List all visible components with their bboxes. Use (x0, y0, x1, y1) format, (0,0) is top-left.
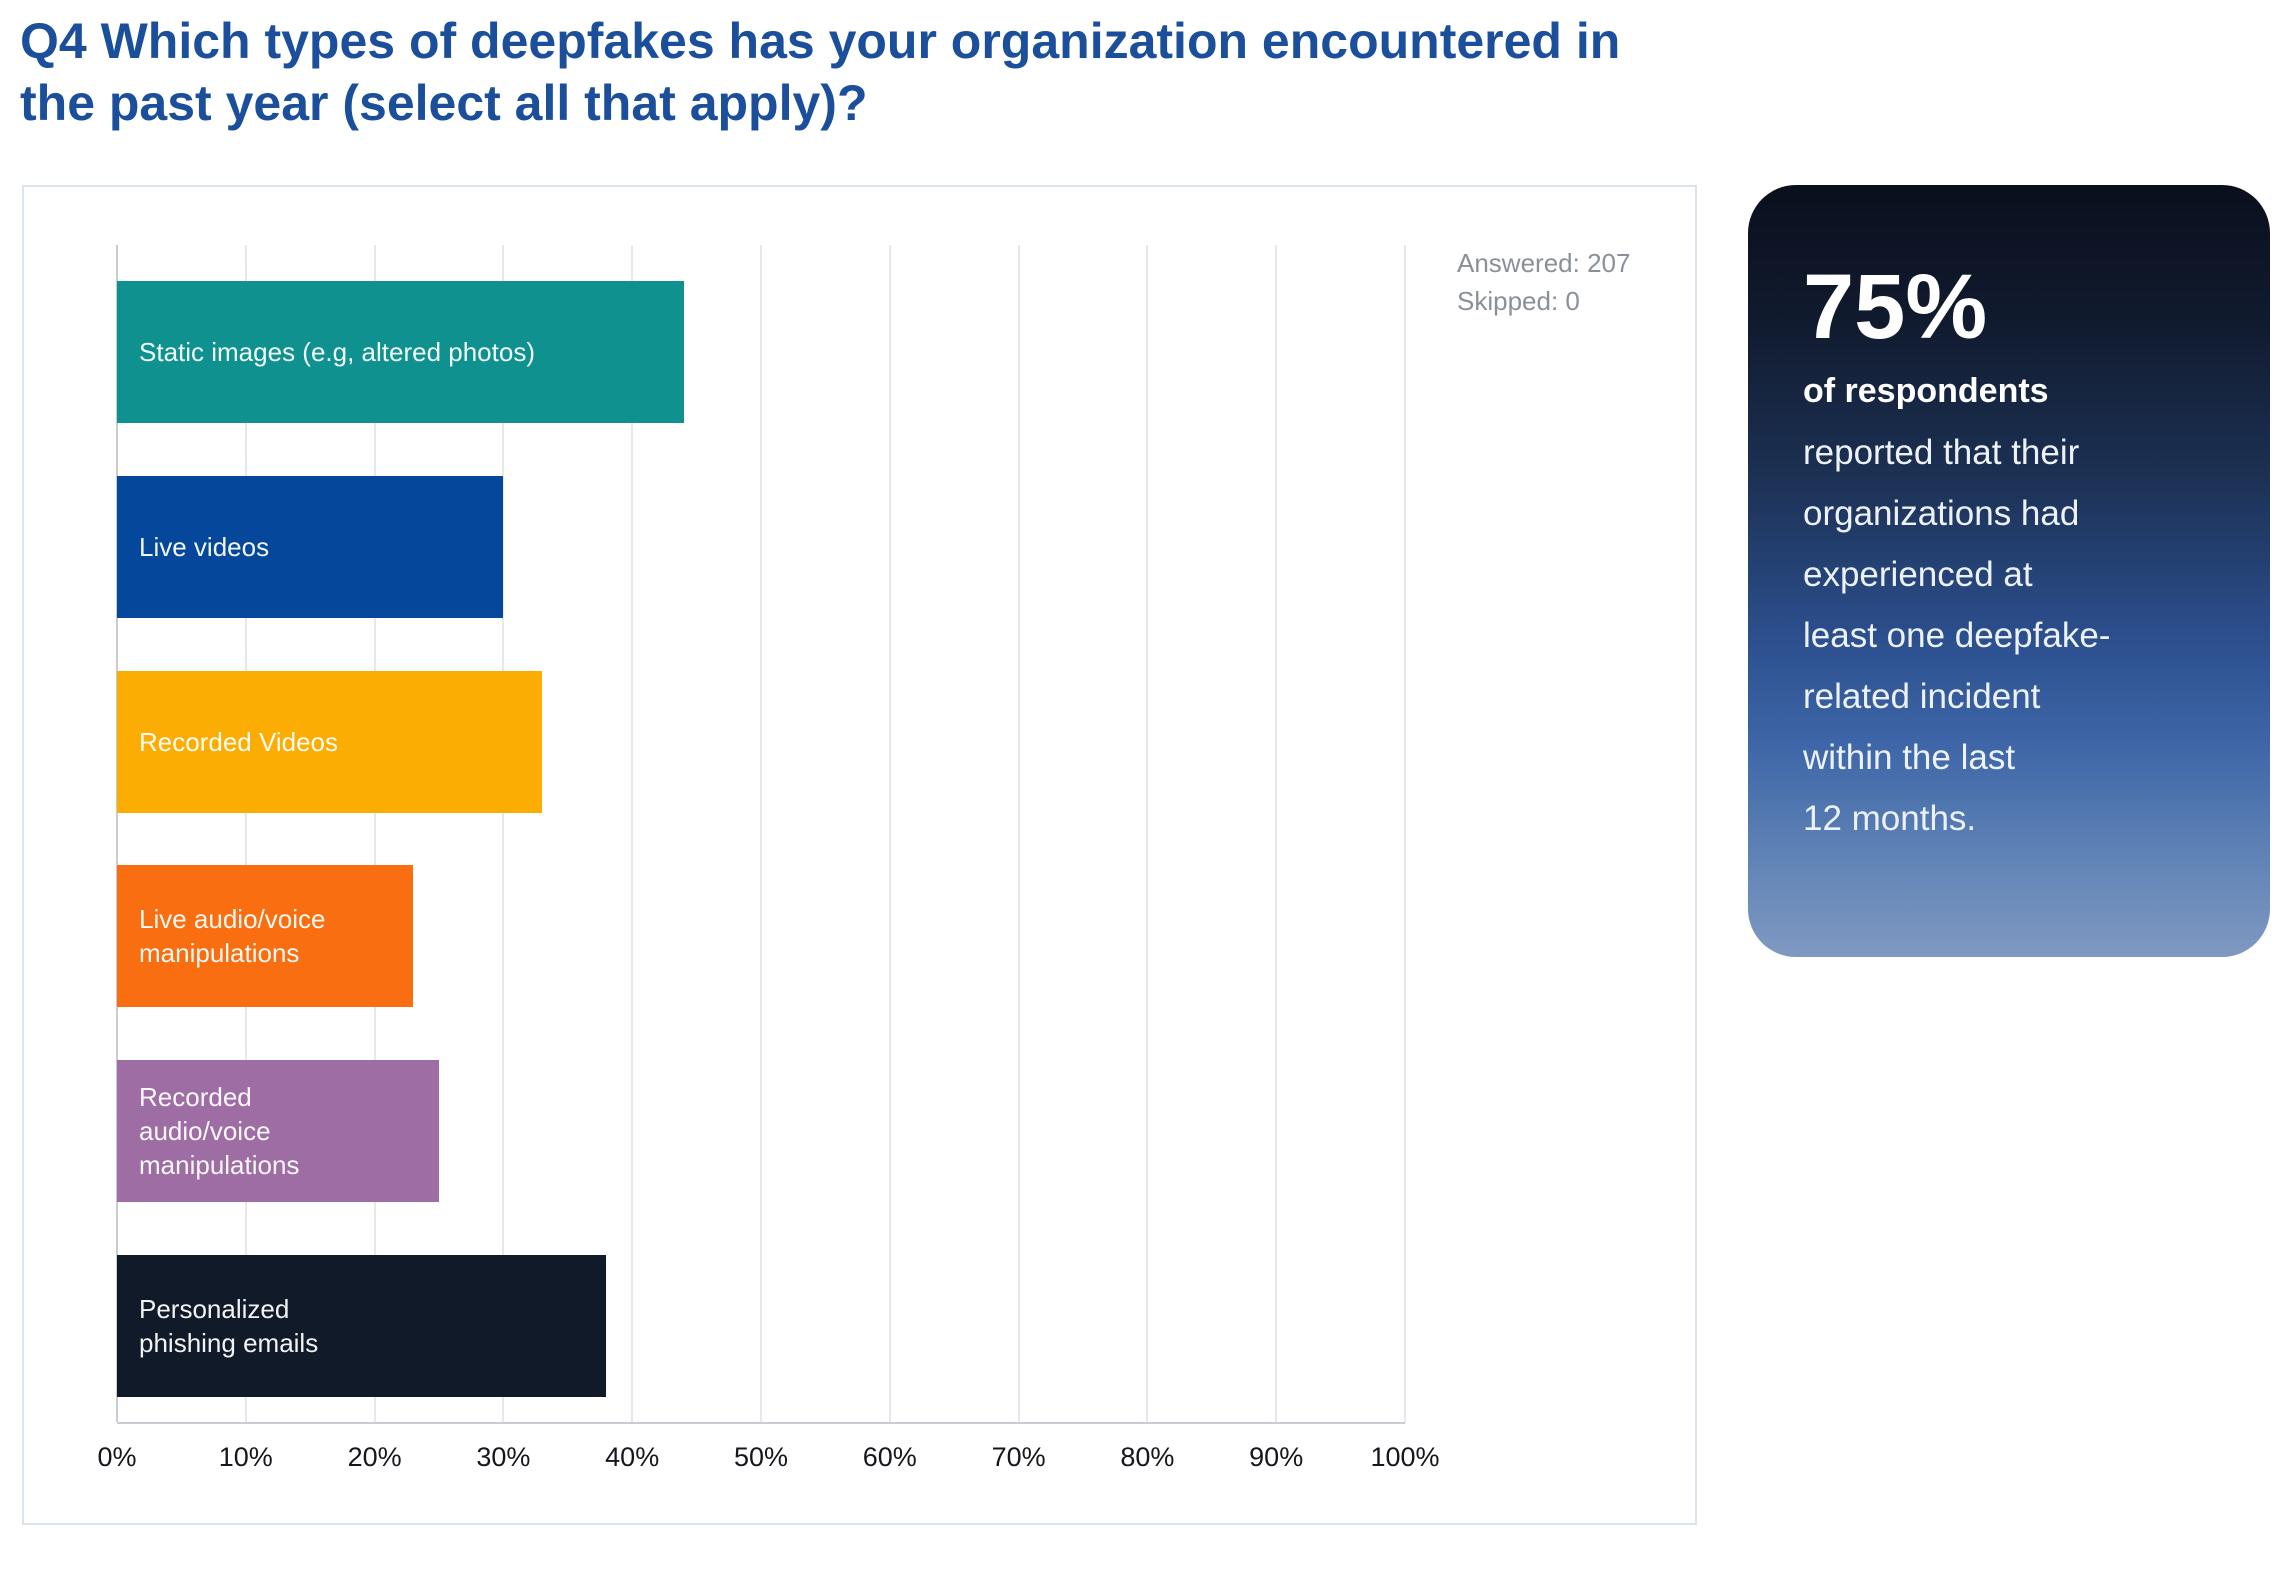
y-axis-line (116, 245, 118, 1422)
bar-label-static-images: Static images (e.g, altered photos) (139, 337, 535, 367)
bar-label-personalized-phishing-emails: Personalized phishing emails (139, 1294, 319, 1358)
gridline-20% (373, 245, 376, 1422)
bar-recorded-videos: Recorded Videos (117, 670, 543, 813)
gridline-100% (1404, 245, 1406, 1422)
x-tick-label-0%: 0% (97, 1442, 137, 1472)
x-tick-label-40%: 40% (605, 1442, 660, 1472)
plot-area: 0% 10% 20% 30% 40% 50% 60% 70% 80% 90% 100% Static … (97, 245, 1440, 1472)
bar-label-recorded-videos: Recorded Videos (139, 726, 338, 757)
bar-label-recorded-audio-voice-manipulations: Recorded audio/voice manipulations (139, 1082, 300, 1181)
x-tick-label-90%: 90% (1249, 1442, 1304, 1472)
bar-label-live-audio-voice-manipulations: Live audio/voice manipulations (139, 904, 326, 969)
callout-body: reported that their organizations had ex… (1803, 433, 2111, 838)
response-meta: Answered: 207 Skipped: 0 (1457, 244, 1630, 320)
callout-card: 75% of respondents reported that their o… (1748, 185, 2270, 957)
chart-panel: Answered: 207 Skipped: 0 0% 10% 20% 30% 40% 5… (22, 185, 1697, 1525)
x-tick-label-60%: 60% (862, 1442, 917, 1472)
callout-content: 75% of respondents reported that their o… (1748, 185, 2270, 849)
bar-recorded-audio-voice-manipulations: Recorded audio/voice manipulations (117, 1060, 439, 1203)
bar-personalized-phishing-emails: Personalized phishing emails (117, 1255, 607, 1397)
callout-lead: of respondents (1803, 372, 2049, 410)
x-tick-label-70%: 70% (991, 1442, 1046, 1472)
gridline-60% (888, 245, 891, 1422)
gridline-50% (760, 245, 762, 1422)
bar-static-images: Static images (e.g, altered photos) (117, 281, 684, 423)
x-tick-label-30%: 30% (476, 1442, 531, 1472)
gridline-30% (502, 245, 505, 1422)
skipped-count: Skipped: 0 (1457, 286, 1580, 316)
x-tick-label-10%: 10% (218, 1442, 273, 1472)
x-tick-label-100%: 100% (1370, 1442, 1440, 1472)
page-title: Q4 Which types of deepfakes has your org… (20, 13, 1621, 131)
bar-live-audio-voice-manipulations: Live audio/voice manipulations (117, 865, 414, 1008)
x-tick-label-50%: 50% (733, 1442, 789, 1472)
x-tick-label-80%: 80% (1120, 1442, 1175, 1472)
x-tick-label-20%: 20% (347, 1442, 402, 1472)
bar-live-videos: Live videos (117, 475, 504, 618)
gridline-80% (1146, 245, 1149, 1422)
gridline-40% (631, 245, 634, 1422)
bar-label-live-videos: Live videos (139, 531, 270, 562)
gridline-90% (1275, 245, 1278, 1422)
answered-count: Answered: 207 (1457, 248, 1631, 278)
gridline-10% (244, 245, 247, 1422)
callout-stat: 75% (1803, 256, 1988, 358)
gridline-70% (1017, 245, 1020, 1422)
